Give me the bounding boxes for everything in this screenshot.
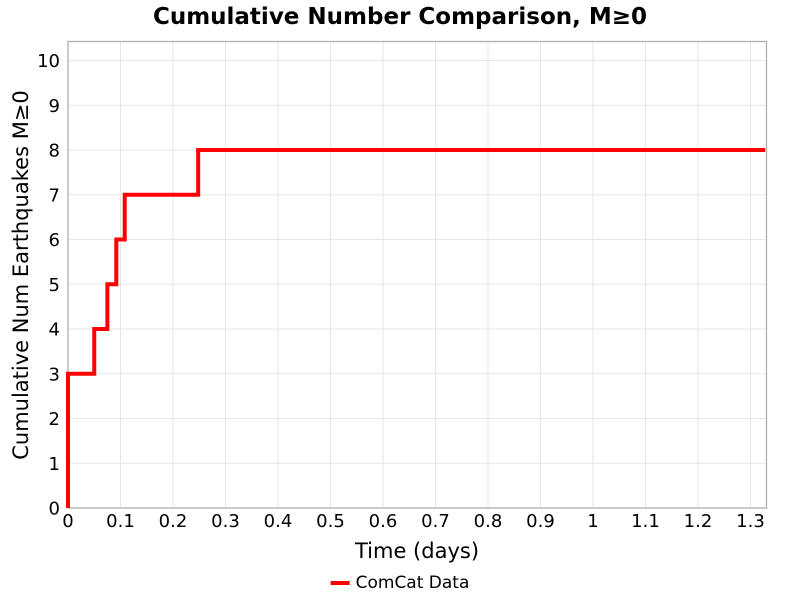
x-tick-label: 0.8	[474, 511, 503, 532]
x-tick-label: 0	[62, 511, 73, 532]
y-axis-label: Cumulative Num Earthquakes M≥0	[9, 90, 33, 460]
y-tick-label: 4	[49, 320, 60, 341]
y-tick-label: 0	[49, 499, 60, 520]
y-tick-label: 10	[37, 51, 60, 72]
chart-title: Cumulative Number Comparison, M≥0	[152, 4, 648, 30]
y-tick-label: 7	[49, 185, 60, 206]
y-tick-label: 3	[49, 364, 60, 385]
y-tick-label: 8	[49, 141, 60, 162]
legend-label: ComCat Data	[355, 573, 470, 593]
x-tick-label: 0.5	[316, 511, 345, 532]
legend: ComCat Data	[330, 573, 470, 593]
x-tick-label: 1.1	[631, 511, 660, 532]
legend-line-swatch	[330, 581, 350, 585]
series-line-comcat-data	[66, 148, 766, 508]
x-tick-label: 0.4	[264, 511, 293, 532]
x-tick-label: 0.9	[526, 511, 555, 532]
x-tick-label: 0.3	[211, 511, 240, 532]
y-tick-label: 2	[49, 409, 60, 430]
x-tick-label: 0.7	[421, 511, 450, 532]
plot-border	[67, 40, 768, 509]
x-tick-label: 0.1	[106, 511, 135, 532]
y-tick-label: 5	[49, 275, 60, 296]
x-tick-label: 1	[587, 511, 598, 532]
x-tick-label: 0.6	[369, 511, 398, 532]
y-tick-label: 1	[49, 454, 60, 475]
x-tick-label: 0.2	[159, 511, 188, 532]
x-tick-label: 1.2	[684, 511, 713, 532]
y-tick-label: 6	[49, 230, 60, 251]
x-tick-label: 1.3	[736, 511, 765, 532]
x-axis-label: Time (days)	[354, 539, 480, 563]
y-tick-label: 9	[49, 96, 60, 117]
